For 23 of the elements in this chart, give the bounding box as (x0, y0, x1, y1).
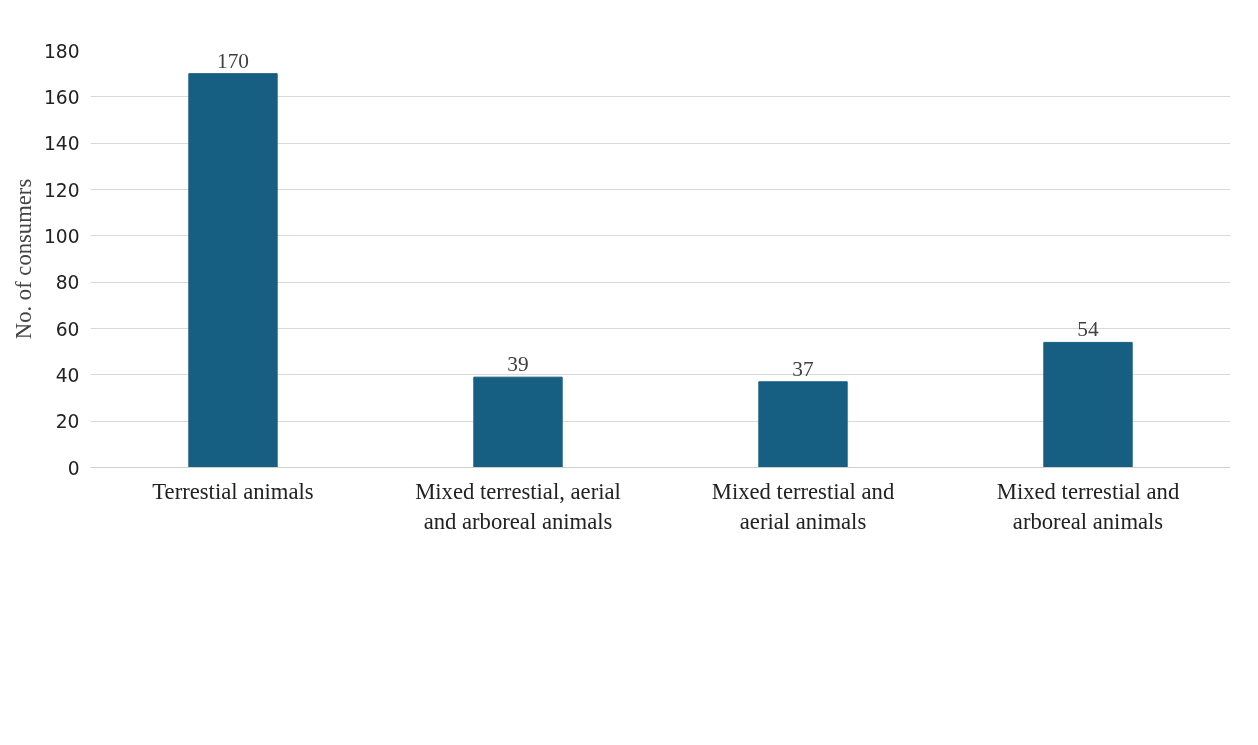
y-tick-label: 100 (43, 225, 80, 247)
y-tick-label: 0 (67, 457, 80, 479)
data-label: 170 (217, 48, 249, 73)
x-tick-label: Mixed terrestial and arboreal animals (996, 478, 1180, 534)
data-label: 39 (507, 352, 529, 377)
y-tick-label: 80 (55, 272, 80, 294)
bar (188, 73, 278, 468)
data-label: 54 (1077, 317, 1099, 342)
y-tick-label: 120 (43, 179, 80, 201)
y-tick-label: 20 (55, 411, 80, 433)
y-tick-label: 140 (43, 133, 80, 155)
y-tick-label: 40 (55, 364, 80, 386)
data-label: 37 (792, 356, 814, 381)
bar (473, 376, 563, 468)
y-axis-title: No. of consumers (10, 178, 36, 340)
x-tick-label: Mixed terrestial, aerial and arboreal animals (415, 478, 621, 534)
bar (758, 381, 848, 468)
y-tick-label: 160 (43, 86, 80, 108)
y-tick-label: 180 (43, 40, 80, 62)
x-tick-label: Mixed terrestial and aerial animals (711, 478, 895, 534)
y-tick-label: 60 (55, 318, 80, 340)
bar (1043, 341, 1133, 468)
x-tick-label: Terrestial animals (152, 478, 314, 504)
